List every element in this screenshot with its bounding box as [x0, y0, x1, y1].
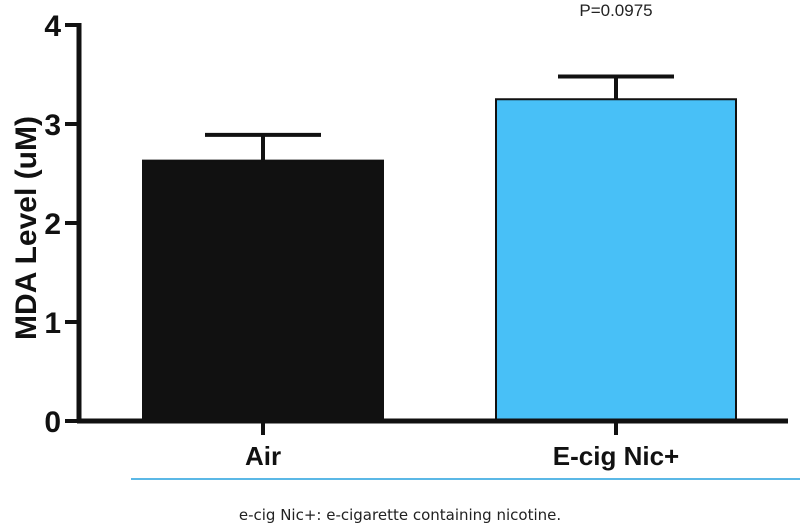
bar-chart: 0 1 2 3 4 Air E-cig Nic+ MDA Level (uM) P=0.0… [10, 1, 788, 471]
x-category-label: E-cig Nic+ [553, 441, 679, 471]
p-value-annotation: P=0.0975 [579, 1, 652, 20]
y-tick-label: 1 [44, 307, 61, 340]
y-tick-label: 3 [44, 109, 61, 142]
y-tick-label: 0 [44, 406, 61, 439]
figure-caption: e-cig Nic+: e-cigarette containing nicot… [238, 506, 562, 524]
y-tick-label: 4 [44, 10, 61, 43]
x-axis: Air E-cig Nic+ [77, 418, 788, 471]
y-axis-label: MDA Level (uM) [10, 116, 43, 340]
caption-divider [131, 478, 800, 480]
bars [142, 74, 737, 422]
bar [495, 98, 737, 422]
x-category-label: Air [245, 441, 281, 471]
y-tick-label: 2 [44, 208, 61, 241]
bar [142, 159, 384, 422]
y-axis: 0 1 2 3 4 [44, 10, 82, 439]
